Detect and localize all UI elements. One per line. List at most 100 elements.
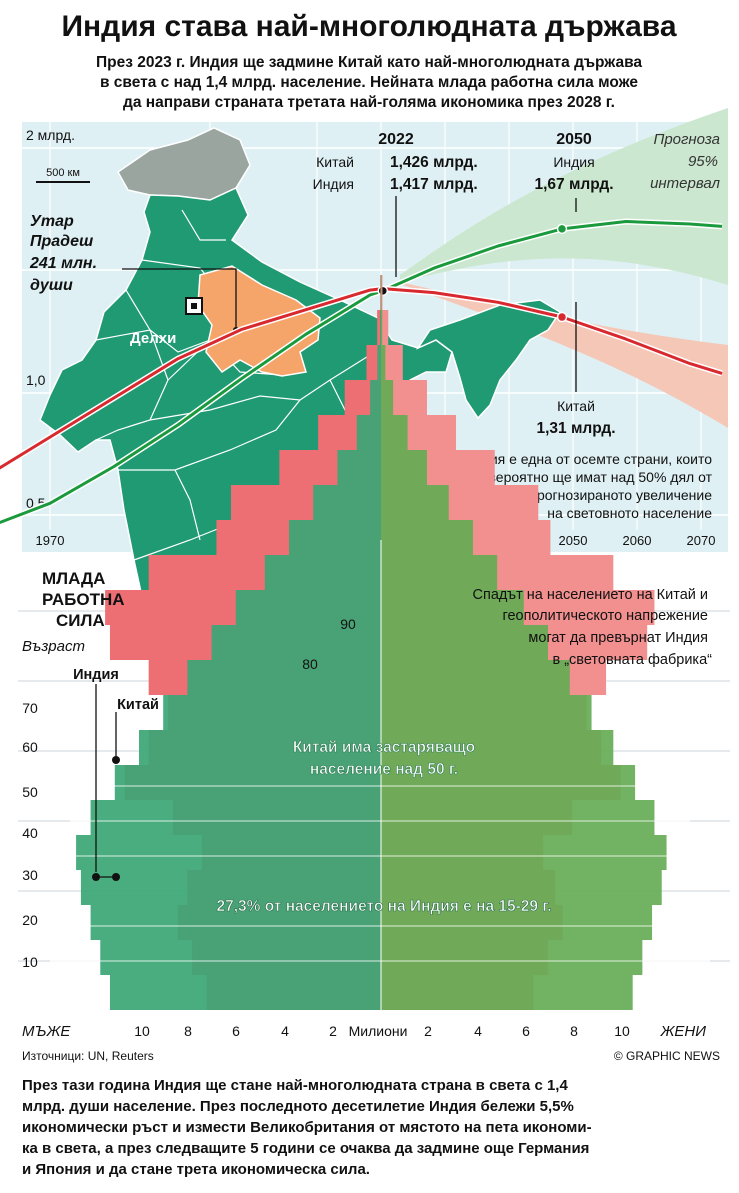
state-population: 241 млн.: [29, 255, 97, 272]
x-tick-label: 8: [570, 1023, 578, 1039]
india-female-bar: [381, 765, 636, 800]
subtitle-line: да направи страната третата най-голяма и…: [123, 94, 615, 111]
value-india-2050: 1,67 млрд.: [534, 176, 613, 193]
india-female-bar: [381, 800, 655, 835]
credit: © GRAPHIC NEWS: [614, 1049, 720, 1063]
population-pyramid: [76, 275, 667, 1010]
india-female-bar: [381, 275, 382, 310]
india-male-bar: [370, 380, 381, 415]
china-female-bar: [381, 310, 389, 345]
china-female-bar: [381, 275, 383, 310]
india-female-bar: [381, 310, 383, 345]
india-male-bar: [289, 520, 381, 555]
section-title: СИЛА: [56, 611, 105, 630]
age-tick-label: 60: [22, 739, 38, 755]
india-male-bar: [76, 835, 381, 870]
delhi-marker-inner: [191, 303, 197, 309]
year-2050: 2050: [556, 131, 592, 148]
label-china-2050: Китай: [557, 398, 595, 414]
state-label: Утар: [30, 213, 74, 230]
china-male-bar: [377, 310, 381, 345]
india-female-bar: [381, 835, 667, 870]
age-axis: 90 80 70 60 50 40 30 20 10: [22, 616, 356, 970]
india-female-bar: [381, 975, 633, 1010]
india-male-bar: [114, 765, 382, 800]
india-female-bar: [381, 380, 394, 415]
body-text: ка в света, а през следващите 5 години с…: [22, 1140, 589, 1157]
chart-note: вероятно ще имат над 50% дял от: [489, 469, 713, 485]
india-female-bar: [381, 870, 662, 905]
map-india-northeast: [415, 299, 562, 420]
pyramid-x-axis: МЪЖЕ 10 8 6 4 2 Милиони 2 4 6 8 10 ЖЕНИ: [22, 1023, 706, 1040]
india-female-bar: [381, 450, 427, 485]
india-female-bar: [381, 520, 473, 555]
india-female-bar: [381, 345, 386, 380]
india-youth-note: 27,3% от населението на Индия е на 15-29…: [216, 898, 551, 915]
india-male-bar: [163, 695, 381, 730]
body-text: млрд. души население. През последното де…: [22, 1098, 574, 1115]
pyramid-overlay-gridlines: [50, 785, 710, 962]
body-text: и Япония и да стане трета икономическа с…: [22, 1161, 370, 1178]
india-male-bar: [80, 870, 382, 905]
x-tick-label: 10: [134, 1023, 150, 1039]
age-tick-label: 30: [22, 867, 38, 883]
x-tick-label: 2: [424, 1023, 432, 1039]
india-male-bar: [337, 450, 381, 485]
india-forecast-band: [400, 108, 728, 285]
india-male-bar: [90, 905, 381, 940]
india-female-bar: [381, 555, 498, 590]
age-axis-title: Възраст: [22, 638, 85, 655]
china-aging-note: Китай има застаряващо: [293, 739, 475, 756]
china-population-line: [0, 287, 723, 470]
capital-label: Делхи: [130, 330, 176, 347]
legend-india: Индия: [73, 667, 119, 683]
chart-note: прогнозираното увеличение: [529, 487, 712, 503]
value-india-2022: 1,417 млрд.: [390, 176, 478, 193]
age-tick-label: 20: [22, 912, 38, 928]
x-axis-title: Милиони: [349, 1023, 408, 1039]
india-male-bar: [356, 415, 381, 450]
india-male-bar: [187, 660, 381, 695]
body-text: икономически ръст и измести Великобритан…: [22, 1119, 592, 1136]
chart-note: на световното население: [547, 505, 712, 521]
india-female-bar: [381, 695, 592, 730]
india-female-bar: [381, 625, 548, 660]
india-female-bar: [381, 940, 643, 975]
pyramid-top-note: геополитическото напрежение: [502, 608, 708, 624]
age-tick-label: 90: [340, 616, 356, 632]
legend-china-dot: [112, 756, 120, 764]
state-label: Прадеш: [30, 233, 93, 250]
india-male-bar: [377, 345, 381, 380]
value-china-2022: 1,426 млрд.: [390, 154, 478, 171]
india-male-bar: [235, 590, 381, 625]
india-female-bar: [381, 485, 449, 520]
india-male-bar: [100, 940, 381, 975]
x-tick-label: 8: [184, 1023, 192, 1039]
value-china-2050: 1,31 млрд.: [536, 420, 615, 437]
pyramid-top-note: Спадът на населението на Китай и: [473, 587, 708, 603]
age-tick-label: 40: [22, 825, 38, 841]
pyramid-top-note: в „световната фабрика“: [552, 652, 712, 668]
forecast-label: Прогноза: [653, 131, 720, 148]
india-male-bar: [264, 555, 381, 590]
men-label: МЪЖЕ: [22, 1023, 71, 1040]
body-text: През тази година Индия ще стане най-мног…: [22, 1077, 568, 1094]
year-2022: 2022: [378, 131, 414, 148]
india-female-bar: [381, 590, 524, 625]
x-tick-label: 2: [329, 1023, 337, 1039]
x-tick-label: 2060: [623, 533, 652, 548]
state-population-unit: души: [30, 277, 73, 294]
pyramid-top-note: могат да превърнат Индия: [528, 630, 708, 646]
age-tick-label: 80: [302, 656, 318, 672]
forecast-label: 95%: [688, 153, 718, 170]
x-tick-label: 2050: [559, 533, 588, 548]
page-title: Индия става най-многолюдната държава: [61, 10, 676, 43]
map-disputed-region: [117, 127, 251, 201]
marker-india-2050: [556, 223, 568, 235]
state-leader-line: [122, 268, 237, 330]
age-tick-label: 50: [22, 784, 38, 800]
marker-china-2050: [556, 311, 568, 323]
x-tick-label: 4: [474, 1023, 482, 1039]
india-male-bar: [313, 485, 381, 520]
